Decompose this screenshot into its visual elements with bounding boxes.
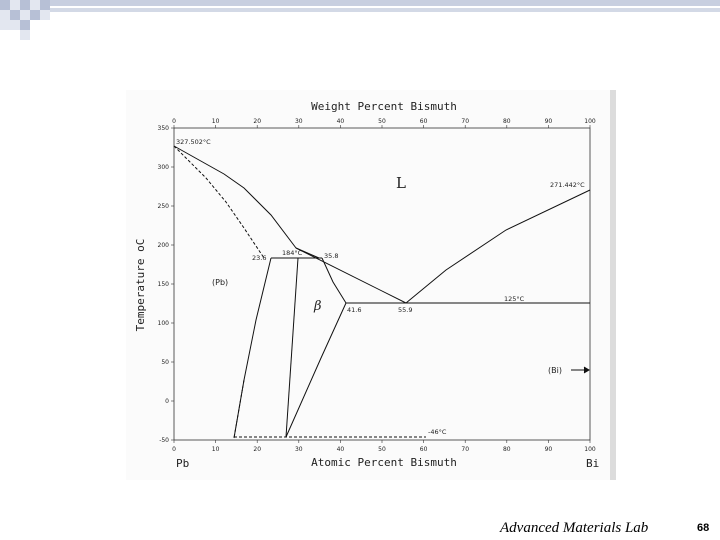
beta-right-boundary: [285, 257, 347, 438]
element-left-label: Pb: [176, 457, 189, 470]
bottom-tick: 50: [378, 446, 386, 453]
top-tick: 90: [545, 118, 553, 125]
y-tick: 150: [158, 281, 170, 288]
solidus-pb-side: [173, 145, 265, 259]
bottom-axis-title: Atomic Percent Bismuth: [311, 456, 457, 469]
top-tick: 100: [584, 118, 596, 125]
eutectic-temp-label: 125°C: [504, 295, 525, 303]
y-tick: 100: [158, 320, 170, 327]
bottom-tick: 30: [295, 446, 303, 453]
page-number: 68: [697, 522, 710, 534]
pb-solvus: [233, 257, 272, 439]
top-tick: 70: [461, 118, 469, 125]
pb-melting-label: 327.502°C: [176, 138, 211, 146]
y-tick: 0: [165, 398, 169, 405]
bottom-tick: 20: [253, 446, 261, 453]
bottom-tick: 100: [584, 446, 596, 453]
peritectic-right-label: 35.8: [324, 252, 338, 260]
top-tick: 10: [212, 118, 220, 125]
top-tick: 80: [503, 118, 511, 125]
top-tick: 0: [172, 118, 176, 125]
top-tick: 20: [253, 118, 261, 125]
phase-diagram: 0 10 20 30 40 50 60 70 80 90 100 0 10 20…: [126, 90, 616, 480]
top-tick: 50: [378, 118, 386, 125]
eutectic-left-label: 41.6: [347, 306, 361, 314]
liquidus-mid: [295, 247, 407, 304]
y-tick: 350: [158, 125, 170, 132]
bottom-tick: 10: [212, 446, 220, 453]
low-temp-label: -46°C: [428, 428, 447, 436]
y-tick: 200: [158, 242, 170, 249]
liquidus-bi-side: [405, 189, 591, 304]
eutectic-point-label: 55.9: [398, 306, 412, 314]
element-right-label: Bi: [586, 457, 599, 470]
liquid-label: L: [396, 174, 406, 192]
top-tick: 60: [420, 118, 428, 125]
pb-phase-label: (Pb): [212, 278, 228, 287]
y-tick: -50: [159, 437, 169, 444]
y-tick: 250: [158, 203, 170, 210]
bi-melting-label: 271.442°C: [550, 181, 585, 189]
bottom-tick: 40: [337, 446, 345, 453]
bottom-tick: 0: [172, 446, 176, 453]
bi-phase-label: (Bi): [548, 366, 562, 375]
bottom-tick: 70: [461, 446, 469, 453]
top-tick: 40: [337, 118, 345, 125]
peritectic-temp-label: 184°C: [282, 249, 303, 257]
top-axis-title: Weight Percent Bismuth: [311, 100, 457, 113]
y-tick: 300: [158, 164, 170, 171]
bottom-tick: 80: [503, 446, 511, 453]
y-axis-title: Temperature oC: [134, 239, 147, 332]
slide-decoration: [0, 0, 720, 40]
beta-left-boundary: [285, 257, 299, 438]
bottom-tick: 90: [545, 446, 553, 453]
footer-lab-name: Advanced Materials Lab: [500, 520, 649, 536]
beta-phase-label: β: [313, 299, 322, 314]
y-axis-unit: oC: [134, 239, 147, 252]
top-tick: 30: [295, 118, 303, 125]
y-tick: 50: [161, 359, 169, 366]
bottom-tick: 60: [420, 446, 428, 453]
y-axis-title-text: Temperature: [134, 259, 147, 332]
bi-arrow-head: [583, 366, 590, 374]
peritectic-left-label: 23.6: [252, 254, 266, 262]
